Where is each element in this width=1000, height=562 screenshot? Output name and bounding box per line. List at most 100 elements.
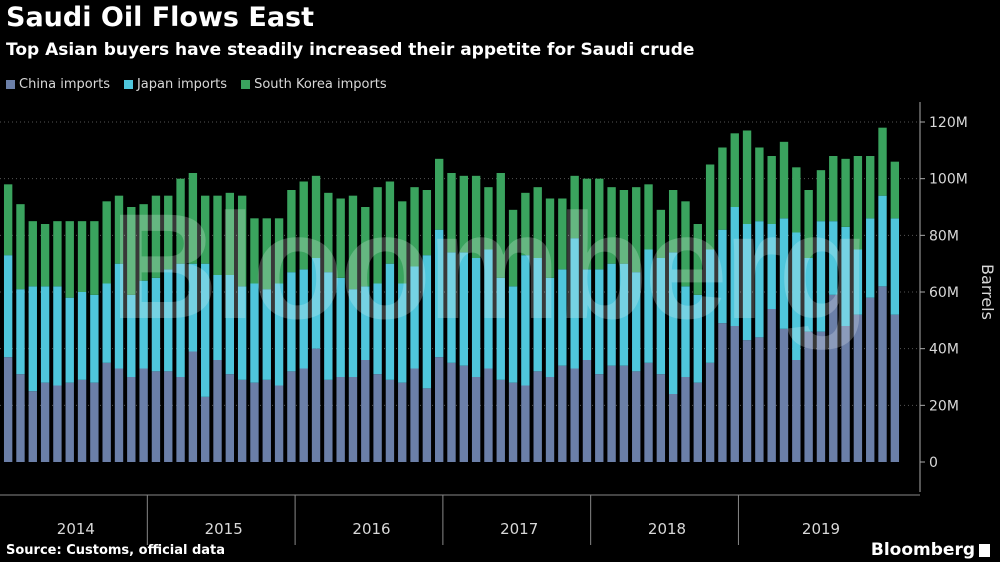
bar-segment-japan [16, 289, 25, 375]
bar-segment-korea [176, 178, 185, 264]
chart-title: Saudi Oil Flows East [6, 2, 315, 33]
bar-segment-korea [533, 187, 542, 258]
bar-segment-korea [508, 209, 518, 287]
bar-segment-china [348, 377, 358, 462]
bar-segment-japan [3, 255, 13, 358]
bar-segment-korea [841, 158, 850, 227]
bar-segment-japan [730, 207, 739, 326]
bar-segment-korea [53, 221, 62, 287]
bar-segment-korea [718, 147, 727, 230]
bar-segment-japan [668, 252, 678, 394]
y-tick-label: 40M [929, 342, 959, 358]
legend-swatch-japan [123, 80, 133, 89]
bar-segment-korea [521, 192, 530, 256]
bar-segment-china [114, 368, 124, 462]
bar-segment-japan [595, 269, 604, 375]
bar-segment-china [829, 294, 838, 462]
bar-segment-japan [619, 263, 629, 366]
y-tick-label: 20M [929, 398, 959, 414]
bar-segment-china [237, 379, 247, 462]
bar-segment-japan [151, 277, 161, 372]
bar-segment-japan [201, 263, 210, 397]
legend-swatch-korea [241, 80, 251, 89]
bar-segment-china [853, 314, 863, 462]
bar-segment-japan [299, 269, 308, 369]
bar-segment-korea [779, 141, 789, 219]
bar-segment-korea [274, 218, 284, 284]
bar-segment-japan [435, 229, 444, 358]
bar-segment-japan [718, 229, 727, 324]
bar-segment-china [16, 374, 25, 462]
bar-segment-korea [3, 184, 13, 256]
bar-segment-china [607, 365, 616, 462]
bar-segment-china [127, 377, 136, 462]
bar-segment-china [730, 326, 739, 462]
bloomberg-terminal-icon [979, 543, 990, 557]
bar-segment-korea [77, 221, 87, 292]
bar-segment-korea [681, 201, 690, 287]
bar-segment-korea [348, 195, 358, 290]
bar-segment-korea [435, 158, 444, 230]
bar-segment-japan [853, 249, 863, 315]
bar-segment-china [792, 360, 801, 462]
bar-segment-korea [139, 204, 148, 281]
bar-segment-japan [829, 221, 838, 295]
bar-segment-japan [311, 258, 321, 349]
bar-segment-korea [28, 221, 37, 287]
bar-segment-china [373, 374, 382, 462]
source-note: Source: Customs, official data [6, 543, 226, 558]
bar-segment-korea [570, 175, 579, 239]
bar-segment-japan [582, 269, 592, 360]
bar-segment-japan [77, 292, 87, 380]
bar-segment-korea [225, 192, 235, 275]
bar-segment-korea [582, 178, 592, 270]
bar-segment-japan [65, 297, 74, 383]
bar-segment-japan [607, 263, 616, 366]
bar-segment-japan [471, 258, 481, 377]
bar-segment-china [508, 382, 518, 462]
bar-segment-korea [299, 181, 308, 270]
bar-segment-japan [804, 258, 813, 332]
bar-segment-korea [398, 201, 407, 284]
bar-segment-korea [201, 195, 210, 264]
bar-segment-japan [53, 286, 62, 386]
bar-segment-japan [114, 263, 124, 369]
bar-segment-japan [139, 280, 148, 369]
bar-segment-china [558, 365, 567, 462]
bar-segment-japan [705, 249, 715, 363]
bar-segment-korea [385, 181, 395, 264]
bar-segment-korea [336, 198, 345, 278]
y-tick-label: 0 [929, 455, 938, 471]
bar-segment-china [866, 297, 875, 462]
bar-segment-korea [422, 190, 432, 256]
bar-segment-japan [422, 255, 432, 389]
bar-segment-china [410, 368, 419, 462]
bar-segment-japan [127, 294, 136, 377]
bar-segment-japan [755, 221, 764, 338]
bar-segment-japan [410, 266, 419, 369]
x-tick-label: 2018 [648, 520, 686, 538]
bar-segment-china [102, 362, 111, 462]
y-tick-label: 120M [929, 115, 968, 131]
bar-segment-china [804, 331, 813, 462]
bar-segment-china [398, 382, 407, 462]
bar-segment-korea [558, 198, 567, 270]
bar-segment-korea [373, 187, 382, 284]
legend-label-china: China imports [19, 77, 110, 92]
bar-segment-china [779, 328, 789, 462]
bar-segment-china [447, 362, 456, 462]
bar-segment-china [595, 374, 604, 462]
bar-segment-china [336, 377, 345, 462]
bar-segment-korea [607, 187, 616, 264]
bar-segment-korea [188, 173, 198, 264]
bar-segment-china [3, 357, 13, 462]
bar-segment-china [890, 314, 900, 462]
bar-segment-japan [742, 224, 752, 341]
bar-segment-japan [237, 286, 247, 380]
bar-segment-japan [348, 289, 358, 377]
bar-segment-china [225, 374, 235, 462]
bar-segment-korea [361, 207, 370, 287]
bar-segment-china [77, 379, 87, 462]
bar-segment-japan [385, 263, 395, 380]
bar-segment-japan [28, 286, 37, 392]
